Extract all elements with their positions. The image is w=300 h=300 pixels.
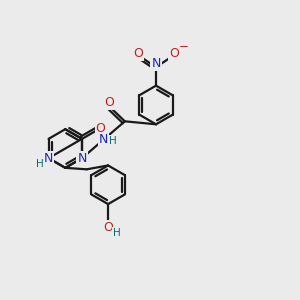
Text: N: N: [77, 152, 87, 165]
Text: O: O: [96, 122, 106, 135]
Text: N: N: [44, 152, 53, 165]
Text: H: H: [36, 158, 44, 169]
Text: H: H: [109, 136, 117, 146]
Text: N: N: [99, 133, 108, 146]
Text: O: O: [103, 221, 113, 234]
Text: H: H: [112, 228, 120, 238]
Text: O: O: [133, 47, 143, 60]
Text: O: O: [104, 96, 114, 109]
Text: O: O: [169, 47, 179, 60]
Text: −: −: [178, 40, 188, 52]
Text: N: N: [151, 57, 161, 70]
